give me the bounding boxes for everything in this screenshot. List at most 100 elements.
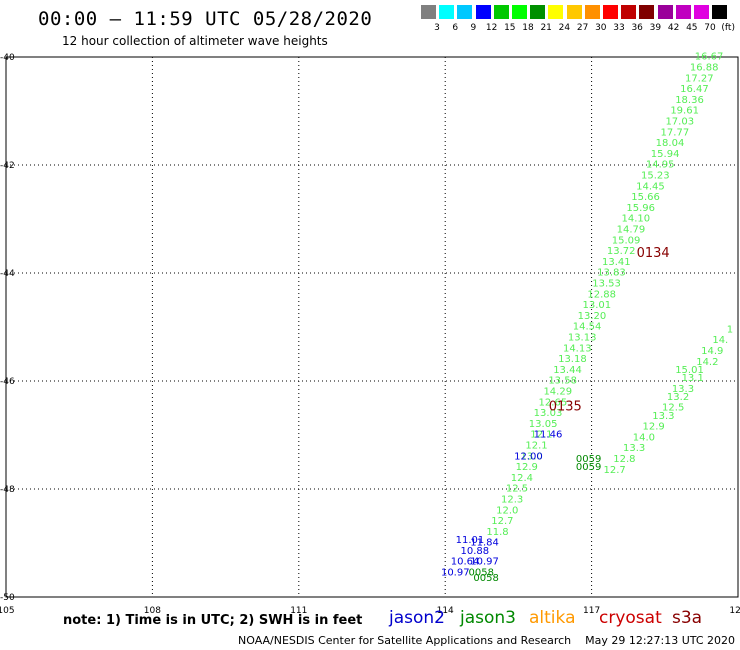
y-tick-label: -40 bbox=[0, 53, 15, 63]
data-point-label: 12.7 bbox=[603, 465, 625, 476]
data-point-label: 16.67 bbox=[695, 52, 724, 63]
data-point-label: 15.23 bbox=[641, 171, 670, 182]
data-point-label: 12.0 bbox=[496, 505, 518, 516]
data-point-label: 11.01 bbox=[456, 535, 485, 546]
color-scale-label: 27 bbox=[576, 23, 589, 33]
data-point-label: 12.7 bbox=[491, 516, 513, 527]
data-point-label: 12.1 bbox=[530, 430, 552, 441]
color-swatch bbox=[694, 5, 709, 19]
data-point-label: 0134 bbox=[637, 246, 670, 261]
data-point-label: 17.77 bbox=[661, 127, 690, 138]
data-point-label: 12.9 bbox=[516, 462, 538, 473]
data-point-label: 13.72 bbox=[607, 246, 636, 257]
data-point-label: 13.18 bbox=[558, 354, 587, 365]
data-point-label: 13.83 bbox=[597, 268, 626, 279]
data-point-label: 13.03 bbox=[534, 408, 563, 419]
data-point-label: 13.44 bbox=[553, 365, 582, 376]
plot-frame bbox=[5, 56, 739, 598]
color-swatch bbox=[584, 5, 600, 19]
x-tick-label: 114 bbox=[437, 606, 454, 616]
footer-credit: NOAA/NESDIS Center for Satellite Applica… bbox=[238, 634, 736, 647]
x-tick-label: 117 bbox=[583, 606, 600, 616]
color-swatch bbox=[675, 5, 691, 19]
data-point-label: 12.3 bbox=[501, 495, 523, 506]
data-point-label: 12.5 bbox=[506, 484, 528, 495]
data-point-label: 14.2 bbox=[696, 357, 718, 368]
data-point-label: 14.29 bbox=[543, 387, 572, 398]
color-scale-label: 30 bbox=[595, 23, 607, 33]
color-swatch bbox=[621, 5, 637, 19]
satellite-label-altika: altika bbox=[529, 608, 576, 628]
data-point-label: 17.03 bbox=[665, 117, 694, 128]
data-point-label: 10.97 bbox=[470, 557, 499, 568]
y-tick-label: -50 bbox=[0, 593, 15, 603]
data-point-label: 0058 bbox=[473, 573, 498, 584]
color-swatch bbox=[457, 5, 473, 19]
data-point-label: 13.3 bbox=[652, 411, 674, 422]
data-point-label: 14.9 bbox=[701, 346, 723, 357]
color-swatch bbox=[566, 5, 582, 19]
color-scale-label: 18 bbox=[522, 23, 534, 33]
data-point-label: 14.13 bbox=[563, 343, 592, 354]
color-swatch bbox=[639, 5, 655, 19]
color-scale-label: 45 bbox=[686, 23, 698, 33]
color-scale-label: 9 bbox=[470, 23, 477, 33]
color-swatch bbox=[475, 5, 491, 19]
data-point-label: 11.46 bbox=[534, 430, 563, 441]
data-point-label: 19.61 bbox=[670, 106, 699, 117]
data-point-label: 13.3 bbox=[672, 384, 694, 395]
color-scale-label: 3 bbox=[434, 23, 440, 33]
data-point-label: 14.95 bbox=[646, 160, 675, 171]
satellite-label-jason2: jason2 bbox=[389, 608, 445, 628]
data-point-label: 12.9 bbox=[643, 422, 665, 433]
color-swatch bbox=[512, 5, 527, 19]
note-text: note: 1) Time is in UTC; 2) SWH is in fe… bbox=[63, 613, 363, 628]
data-point-label: 14.10 bbox=[622, 214, 651, 225]
data-point-label: 12.88 bbox=[587, 289, 616, 300]
data-point-label: 15.94 bbox=[651, 149, 680, 160]
data-point-label: 13.53 bbox=[592, 279, 621, 290]
color-scale-label: 70 bbox=[704, 23, 716, 33]
data-point-label: 12.4 bbox=[511, 473, 533, 484]
data-point-label: 13.58 bbox=[548, 376, 577, 387]
color-swatch bbox=[493, 5, 509, 19]
chart-subtitle: 12 hour collection of altimeter wave hei… bbox=[62, 34, 328, 48]
data-point-label: 17.27 bbox=[685, 73, 714, 84]
x-tick-label: 120 bbox=[729, 606, 740, 616]
color-scale-label: 24 bbox=[558, 23, 571, 33]
data-point-label: 14. bbox=[712, 335, 728, 346]
y-tick-label: -48 bbox=[0, 485, 15, 495]
color-scale-label: 21 bbox=[540, 23, 552, 33]
color-scale-label: 6 bbox=[452, 23, 459, 33]
color-swatch bbox=[548, 5, 564, 19]
data-point-label: 15.01 bbox=[675, 365, 704, 376]
color-swatch bbox=[603, 5, 618, 19]
color-swatch bbox=[657, 5, 673, 19]
data-point-label: 12.8 bbox=[613, 454, 635, 465]
color-scale-label: 42 bbox=[667, 23, 680, 33]
data-point-label: 13.13 bbox=[568, 333, 597, 344]
data-point-label: 13.20 bbox=[578, 311, 607, 322]
color-swatch bbox=[530, 5, 546, 19]
data-point-label: 13.05 bbox=[529, 419, 558, 430]
data-point-label: 0059 bbox=[576, 454, 601, 465]
data-point-label: 15.66 bbox=[631, 192, 660, 203]
data-point-label: 16.88 bbox=[690, 63, 719, 74]
data-point-label: 13.0 bbox=[521, 451, 543, 462]
data-point-label: 16.47 bbox=[680, 84, 709, 95]
data-point-label: 12.00 bbox=[514, 451, 543, 462]
satellite-label-jason3: jason3 bbox=[460, 608, 516, 628]
data-point-label: 14.79 bbox=[617, 225, 646, 236]
color-scale-label: 36 bbox=[631, 23, 643, 33]
data-point-label: 1 bbox=[727, 324, 733, 335]
data-point-label: 10.97 bbox=[441, 567, 470, 578]
satellite-label-s3a: s3a bbox=[672, 608, 703, 628]
data-point-label: 10.64 bbox=[451, 557, 480, 568]
y-tick-label: -46 bbox=[0, 377, 15, 387]
color-swatch bbox=[421, 5, 436, 19]
data-point-label: 14.0 bbox=[633, 432, 655, 443]
data-point-label: 18.36 bbox=[675, 95, 704, 106]
data-point-label: 12.65 bbox=[539, 397, 568, 408]
color-swatch bbox=[439, 5, 455, 19]
